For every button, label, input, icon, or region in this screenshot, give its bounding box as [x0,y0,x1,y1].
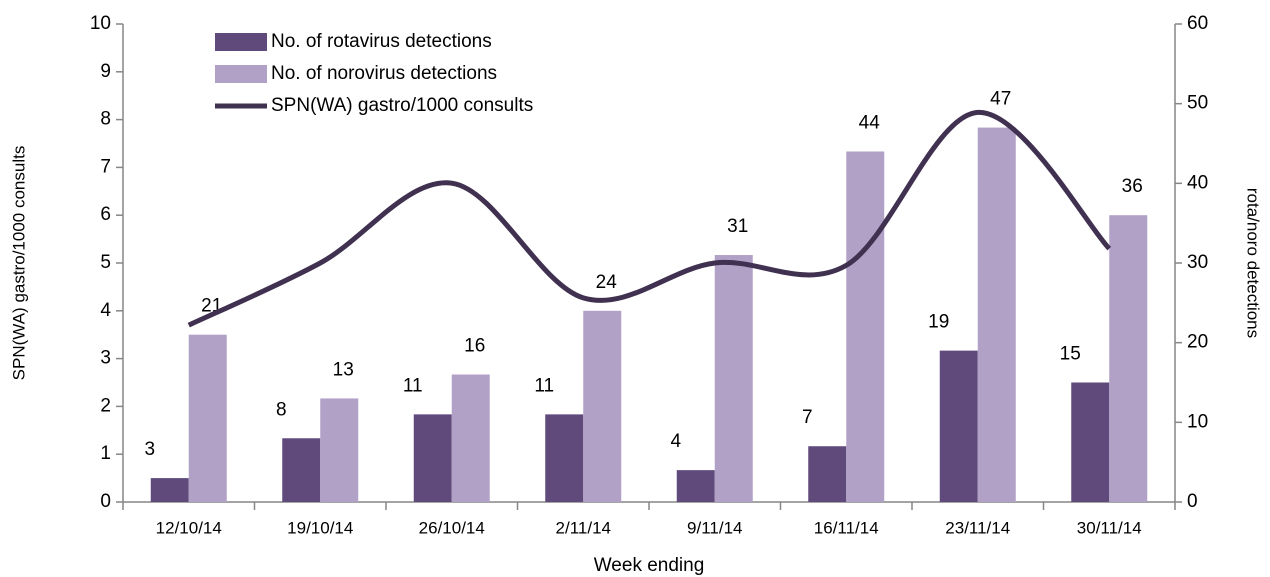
x-tick-label: 2/11/14 [556,518,611,537]
bar [846,151,885,502]
y-tick-label: 8 [100,109,111,130]
bar [939,350,978,502]
y2-tick-label: 40 [1187,172,1208,193]
x-tick-label: 12/10/14 [156,518,222,537]
y-tick-label: 0 [100,491,111,512]
x-tick-label: 26/10/14 [419,518,485,537]
y-tick-label: 4 [100,300,111,321]
legend-label: No. of rotavirus detections [271,31,492,52]
value-label: 8 [276,399,287,420]
bar [1071,382,1110,502]
bar [413,414,452,502]
y2-tick-label: 60 [1187,13,1208,34]
x-axis-label: Week ending [594,555,705,576]
value-label: 36 [1122,176,1143,197]
bar [150,478,189,502]
y2-tick-label: 50 [1187,93,1208,114]
bar [808,446,847,502]
y2-tick-label: 10 [1187,411,1208,432]
value-label: 11 [403,375,423,396]
bar [977,127,1016,503]
y-tick-label: 5 [100,252,111,273]
value-label: 31 [727,216,748,237]
value-label: 19 [928,312,949,333]
value-label: 44 [859,112,881,133]
value-label: 13 [333,359,354,380]
y-tick-label: 9 [100,61,111,82]
y2-tick-label: 0 [1187,491,1198,512]
value-label: 15 [1060,344,1081,365]
legend-swatch [215,65,267,83]
bar [676,470,715,502]
y-tick-label: 2 [100,395,111,416]
y-tick-label: 6 [100,204,111,225]
x-tick-label: 30/11/14 [1077,518,1142,537]
value-label: 47 [990,89,1011,110]
legend-label: SPN(WA) gastro/1000 consults [271,95,533,116]
bar [320,398,359,502]
y-axis-label: SPN(WA) gastro/1000 consults [9,146,28,381]
x-tick-label: 9/11/14 [687,518,742,537]
y-tick-label: 3 [100,348,111,369]
bar [583,310,622,502]
bar [1109,215,1148,502]
y-tick-label: 1 [100,443,111,464]
legend-swatch [215,33,267,51]
value-label: 7 [802,407,813,428]
value-label: 3 [144,439,155,460]
value-label: 24 [596,272,618,293]
value-label: 16 [464,336,485,357]
bar [188,334,227,502]
value-label: 4 [670,431,681,452]
y-tick-label: 7 [100,156,111,177]
y2-axis-label: rota/noro detections [1244,188,1263,338]
x-tick-label: 19/10/14 [287,518,353,537]
bar [282,438,321,502]
value-label: 11 [534,375,554,396]
line [187,109,1112,328]
bar [714,255,753,502]
x-tick-label: 23/11/14 [945,518,1010,537]
legend-label: No. of norovirus detections [271,63,497,84]
y2-tick-label: 20 [1187,332,1208,353]
bar [545,414,584,502]
y-tick-label: 10 [90,13,111,34]
y2-tick-label: 30 [1187,252,1208,273]
x-tick-label: 16/11/14 [814,518,879,537]
bar [451,374,490,502]
